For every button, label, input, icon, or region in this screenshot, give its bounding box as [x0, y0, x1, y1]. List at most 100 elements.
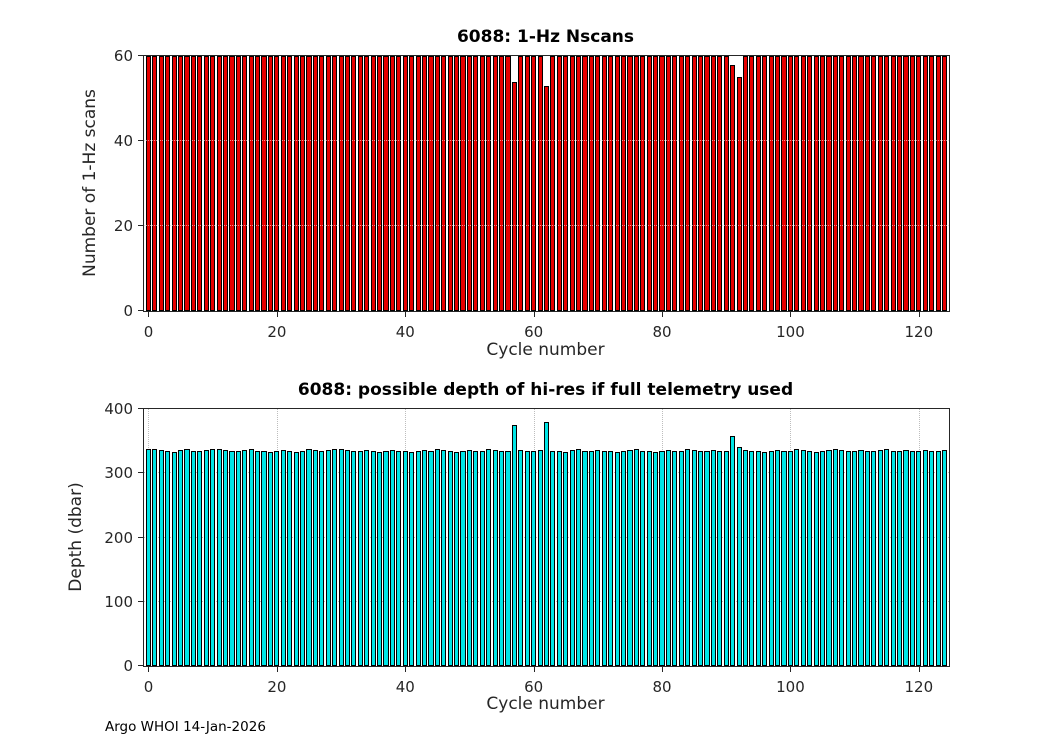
bar — [839, 56, 845, 311]
bar — [723, 56, 729, 311]
x-axis-label: Cycle number — [486, 694, 605, 714]
bar — [678, 450, 684, 666]
bar — [383, 56, 389, 311]
x-tick-mark — [790, 312, 792, 317]
bar — [383, 451, 389, 666]
y-tick-label: 0 — [123, 302, 133, 320]
y-tick-label: 200 — [104, 528, 133, 547]
bar — [261, 451, 267, 666]
bar — [364, 450, 370, 666]
bar — [537, 450, 543, 666]
bar — [178, 56, 184, 311]
y-tick-mark — [138, 665, 143, 666]
bar — [267, 56, 274, 311]
bar — [473, 56, 479, 311]
bar — [903, 450, 909, 666]
bar — [929, 450, 935, 666]
bar — [344, 56, 351, 311]
bar — [787, 450, 793, 666]
y-tick-label: 40 — [113, 132, 133, 150]
bar — [415, 56, 421, 311]
bar — [819, 56, 826, 311]
y-tick-label: 400 — [104, 400, 133, 418]
bar — [242, 56, 248, 311]
bar — [518, 56, 524, 311]
bar — [941, 56, 948, 311]
bar — [255, 450, 261, 666]
bar — [941, 450, 948, 666]
bar — [659, 450, 665, 666]
bar — [428, 56, 434, 311]
bar — [152, 449, 158, 666]
x-tick-mark — [662, 667, 664, 672]
bar — [884, 449, 890, 666]
bar — [537, 56, 543, 311]
bar — [909, 56, 915, 311]
bar — [588, 56, 594, 311]
bar — [864, 56, 871, 311]
watermark-text: Argo WHOI 14-Jan-2026 — [105, 719, 266, 735]
bar — [222, 450, 229, 666]
bar — [466, 450, 473, 666]
x-tick-label: 80 — [652, 323, 672, 341]
bar — [338, 449, 344, 666]
bar — [261, 56, 267, 311]
bar — [576, 449, 582, 666]
bar — [479, 450, 485, 666]
bar — [832, 56, 838, 311]
bar — [293, 56, 299, 311]
bar — [460, 56, 466, 311]
bar — [665, 450, 672, 666]
bar — [563, 56, 569, 311]
bar — [543, 85, 550, 311]
x-tick-label: 100 — [776, 323, 805, 341]
bar — [653, 56, 659, 311]
bar — [633, 449, 639, 666]
y-tick-label: 60 — [113, 47, 133, 65]
bar — [255, 56, 261, 311]
x-tick-label: 0 — [143, 678, 154, 696]
bar — [742, 56, 749, 311]
bar — [479, 56, 485, 311]
bar — [897, 451, 903, 666]
bar — [312, 56, 318, 311]
bar — [877, 56, 883, 311]
bar — [248, 449, 254, 666]
x-tick-label: 120 — [904, 323, 934, 341]
bar — [235, 56, 241, 311]
y-tick-mark — [138, 140, 143, 141]
bar — [171, 452, 177, 666]
bar — [222, 56, 229, 311]
bar — [685, 449, 691, 666]
bar — [595, 56, 601, 311]
bar — [678, 56, 684, 311]
bar — [184, 449, 190, 666]
bar — [306, 449, 312, 666]
bar — [531, 56, 537, 311]
y-tick-mark — [138, 536, 143, 538]
bar — [691, 450, 697, 666]
bar — [402, 56, 408, 311]
bar — [319, 451, 325, 666]
bar — [916, 451, 922, 666]
bar — [646, 56, 652, 311]
chart-title: 6088: possible depth of hi-res if full t… — [297, 380, 794, 400]
bar — [730, 64, 736, 311]
bar — [364, 56, 370, 311]
bar — [569, 450, 575, 666]
chart-title: 6088: 1-Hz Nscans — [456, 27, 635, 47]
bar — [280, 56, 286, 311]
bar — [935, 56, 941, 311]
bar — [614, 56, 620, 311]
bar — [274, 450, 280, 666]
bar — [704, 56, 710, 311]
bar — [620, 56, 627, 311]
bar — [563, 452, 569, 666]
y-tick-mark — [138, 600, 143, 602]
bar — [858, 450, 864, 666]
bar — [518, 450, 524, 666]
bar — [601, 450, 607, 666]
bar — [402, 451, 408, 666]
